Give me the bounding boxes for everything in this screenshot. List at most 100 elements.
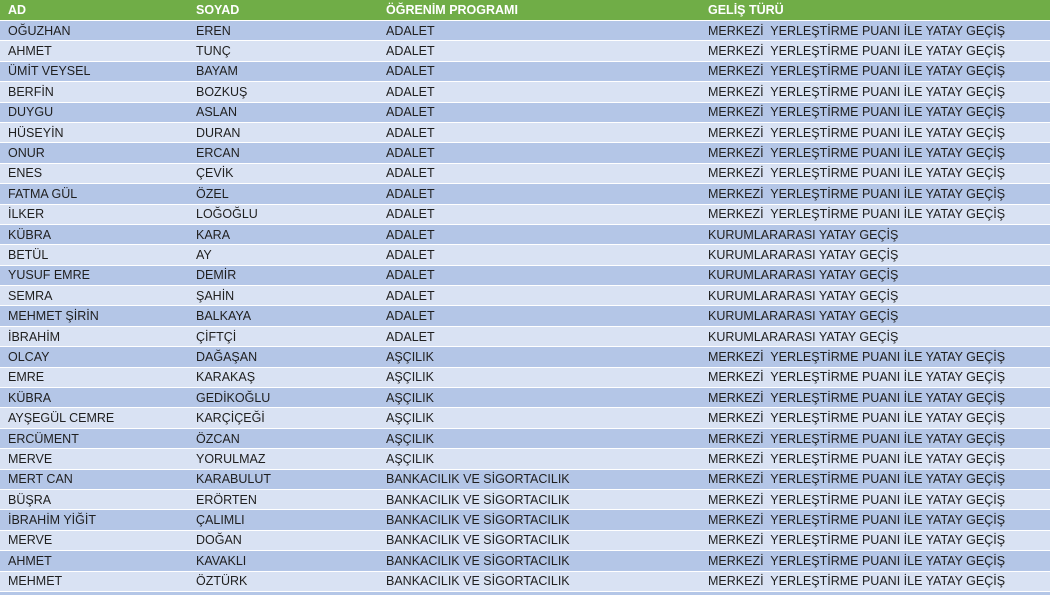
table-row: SEMRA ŞAHİN ADALET KURUMLARARASI YATAY GEÇİ… bbox=[0, 286, 1050, 307]
cell-gelis: MERKEZİ YERLEŞTİRME PUANI İLE YATAY GEÇİ… bbox=[708, 553, 1006, 568]
cell-program: ADALET bbox=[386, 44, 435, 59]
column-header-gelis-turu: GELİŞ TÜRÜ bbox=[708, 3, 784, 17]
cell-soyad: DAĞAŞAN bbox=[196, 349, 258, 364]
column-header-ogrenim-programi: ÖĞRENİM PROGRAMI bbox=[386, 3, 518, 17]
cell-gelis: MERKEZİ YERLEŞTİRME PUANI İLE YATAY GEÇİ… bbox=[708, 166, 1006, 181]
table-row: ONUR ERCAN ADALET MERKEZİ YERLEŞTİRME PUANI… bbox=[0, 143, 1050, 164]
cell-gelis: MERKEZİ YERLEŞTİRME PUANI İLE YATAY GEÇİ… bbox=[708, 207, 1006, 222]
cell-soyad: DOĞAN bbox=[196, 533, 242, 548]
cell-program: ADALET bbox=[386, 247, 435, 262]
table-row: BÜŞRA ERÖRTEN BANKACILIK VE SİGORTACILIK ME… bbox=[0, 489, 1050, 511]
cell-program: AŞÇILIK bbox=[386, 370, 434, 385]
table-row: ENES ÇEVİK ADALET MERKEZİ YERLEŞTİRME PUANI… bbox=[0, 163, 1050, 185]
cell-soyad: LOĞOĞLU bbox=[196, 207, 258, 222]
cell-gelis: KURUMLARARASI YATAY GEÇİŞ bbox=[708, 309, 899, 324]
cell-program: AŞÇILIK bbox=[386, 431, 434, 446]
cell-program: BANKACILIK VE SİGORTACILIK bbox=[386, 492, 570, 507]
cell-soyad: GEDİKOĞLU bbox=[196, 390, 271, 405]
table-row: BETÜL AY ADALET KURUMLARARASI YATAY GEÇİŞ bbox=[0, 245, 1050, 266]
cell-program: AŞÇILIK bbox=[386, 349, 434, 364]
cell-soyad: KARA bbox=[196, 227, 231, 242]
cell-gelis: MERKEZİ YERLEŞTİRME PUANI İLE YATAY GEÇİ… bbox=[708, 186, 1006, 201]
cell-soyad: ERÖRTEN bbox=[196, 492, 257, 507]
cell-soyad: YORULMAZ bbox=[196, 451, 266, 466]
cell-ad: DUYGU bbox=[8, 105, 54, 120]
cell-ad: ÜMİT VEYSEL bbox=[8, 64, 91, 79]
cell-ad: BETÜL bbox=[8, 247, 49, 262]
table-row: OĞUZHAN EREN ADALET MERKEZİ YERLEŞTİRME PUA… bbox=[0, 21, 1050, 42]
cell-gelis: MERKEZİ YERLEŞTİRME PUANI İLE YATAY GEÇİ… bbox=[708, 105, 1006, 120]
cell-ad: AYŞEGÜL CEMRE bbox=[8, 411, 115, 426]
cell-program: BANKACILIK VE SİGORTACILIK bbox=[386, 513, 570, 528]
cell-ad: YUSUF EMRE bbox=[8, 268, 90, 283]
column-header-ad: AD bbox=[8, 3, 27, 17]
cell-ad: ONUR bbox=[8, 146, 45, 161]
cell-program: ADALET bbox=[386, 146, 435, 161]
cell-program: BANKACILIK VE SİGORTACILIK bbox=[386, 533, 570, 548]
table-row: BERFİN BOZKUŞ ADALET MERKEZİ YERLEŞTİRME PU… bbox=[0, 82, 1050, 103]
cell-soyad: DURAN bbox=[196, 125, 241, 140]
cell-gelis: KURUMLARARASI YATAY GEÇİŞ bbox=[708, 227, 899, 242]
table-row: HÜSEYİN DURAN ADALET MERKEZİ YERLEŞTİRME PU… bbox=[0, 122, 1050, 144]
table-row: ERCÜMENT ÖZCAN AŞÇILIK MERKEZİ YERLEŞTİRME … bbox=[0, 428, 1050, 450]
cell-program: ADALET bbox=[386, 105, 435, 120]
cell-soyad: ÖZEL bbox=[196, 186, 229, 201]
cell-program: AŞÇILIK bbox=[386, 451, 434, 466]
table-row: YUSUF EMRE DEMİR ADALET KURUMLARARASI YATAY… bbox=[0, 265, 1050, 287]
cell-ad: KÜBRA bbox=[8, 227, 52, 242]
cell-soyad: BOZKUŞ bbox=[196, 84, 248, 99]
table-row: MERT CAN KARABULUT BANKACILIK VE SİGORTACI… bbox=[0, 469, 1050, 490]
cell-gelis: KURUMLARARASI YATAY GEÇİŞ bbox=[708, 268, 899, 283]
cell-gelis: MERKEZİ YERLEŞTİRME PUANI İLE YATAY GEÇİ… bbox=[708, 44, 1006, 59]
cell-gelis: MERKEZİ YERLEŞTİRME PUANI İLE YATAY GEÇİ… bbox=[708, 533, 1006, 548]
cell-soyad: KAVAKLI bbox=[196, 553, 247, 568]
cell-ad: OĞUZHAN bbox=[8, 23, 71, 38]
cell-soyad: ŞAHİN bbox=[196, 288, 235, 303]
cell-program: BANKACILIK VE SİGORTACILIK bbox=[386, 553, 570, 568]
cell-soyad: BALKAYA bbox=[196, 309, 252, 324]
table-row: ÜMİT VEYSEL BAYAM ADALET MERKEZİ YERLEŞTİRM… bbox=[0, 61, 1050, 83]
cell-ad: FATMA GÜL bbox=[8, 186, 78, 201]
table-row: KÜBRA GEDİKOĞLU AŞÇILIK MERKEZİ YERLEŞTİRME… bbox=[0, 388, 1050, 409]
cell-program: ADALET bbox=[386, 23, 435, 38]
cell-gelis: KURUMLARARASI YATAY GEÇİŞ bbox=[708, 329, 899, 344]
partial-next-row bbox=[0, 591, 1050, 595]
cell-ad: AHMET bbox=[8, 44, 52, 59]
cell-program: BANKACILIK VE SİGORTACILIK bbox=[386, 472, 570, 487]
cell-soyad: DEMİR bbox=[196, 268, 237, 283]
cell-program: ADALET bbox=[386, 288, 435, 303]
column-header-soyad: SOYAD bbox=[196, 3, 240, 17]
cell-ad: EMRE bbox=[8, 370, 45, 385]
cell-program: ADALET bbox=[386, 64, 435, 79]
cell-gelis: KURUMLARARASI YATAY GEÇİŞ bbox=[708, 288, 899, 303]
cell-gelis: KURUMLARARASI YATAY GEÇİŞ bbox=[708, 247, 899, 262]
cell-gelis: MERKEZİ YERLEŞTİRME PUANI İLE YATAY GEÇİ… bbox=[708, 84, 1006, 99]
cell-program: ADALET bbox=[386, 186, 435, 201]
cell-program: ADALET bbox=[386, 84, 435, 99]
cell-ad: İBRAHİM YİĞİT bbox=[8, 513, 96, 528]
cell-soyad: KARABULUT bbox=[196, 472, 272, 487]
cell-soyad: ÇALIMLI bbox=[196, 513, 245, 528]
cell-ad: HÜSEYİN bbox=[8, 125, 64, 140]
table-row: MEHMET ŞİRİN BALKAYA ADALET KURUMLARARASI Y… bbox=[0, 306, 1050, 327]
table-row: EMRE KARAKAŞ AŞÇILIK MERKEZİ YERLEŞTİRME PU… bbox=[0, 367, 1050, 389]
cell-soyad: AY bbox=[196, 247, 212, 262]
cell-gelis: MERKEZİ YERLEŞTİRME PUANI İLE YATAY GEÇİ… bbox=[708, 23, 1006, 38]
cell-program: ADALET bbox=[386, 166, 435, 181]
cell-soyad: KARÇİÇEĞİ bbox=[196, 411, 265, 426]
table-row: AHMET KAVAKLI BANKACILIK VE SİGORTACILIK ME… bbox=[0, 551, 1050, 572]
cell-soyad: KARAKAŞ bbox=[196, 370, 256, 385]
table-row: MEHMET ÖZTÜRK BANKACILIK VE SİGORTACILIK ME… bbox=[0, 571, 1050, 592]
cell-soyad: ÖZTÜRK bbox=[196, 574, 248, 589]
table-header-row: AD SOYAD ÖĞRENİM PROGRAMI GELİŞ TÜRÜ bbox=[0, 0, 1050, 21]
cell-ad: OLCAY bbox=[8, 349, 50, 364]
cell-program: AŞÇILIK bbox=[386, 390, 434, 405]
table-row: İLKER LOĞOĞLU ADALET MERKEZİ YERLEŞTİRME PU… bbox=[0, 204, 1050, 225]
table-row: AHMET TUNÇ ADALET MERKEZİ YERLEŞTİRME PUANI… bbox=[0, 41, 1050, 62]
cell-ad: ERCÜMENT bbox=[8, 431, 79, 446]
cell-ad: BÜŞRA bbox=[8, 492, 52, 507]
table-row: OLCAY DAĞAŞAN AŞÇILIK MERKEZİ YERLEŞTİRME P… bbox=[0, 347, 1050, 368]
table-row: İBRAHİM ÇİFTÇİ ADALET KURUMLARARASI YATAY G… bbox=[0, 326, 1050, 348]
cell-ad: KÜBRA bbox=[8, 390, 52, 405]
table-row: MERVE YORULMAZ AŞÇILIK MERKEZİ YERLEŞTİRME … bbox=[0, 449, 1050, 470]
